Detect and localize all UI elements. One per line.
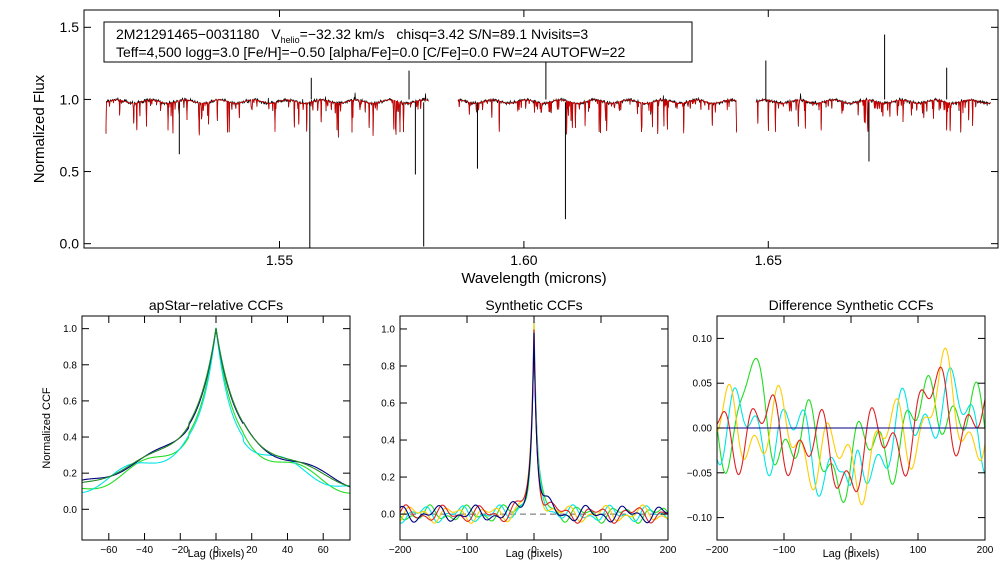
spectrum-xlabel: Wavelength (microns) (461, 270, 606, 287)
synthetic-ccf-title: Synthetic CCFs (485, 297, 582, 313)
apstar-ccf-title: apStar−relative CCFs (149, 297, 283, 313)
ytick-label: −0.10 (687, 513, 713, 524)
ytick-label: 0.2 (63, 469, 77, 480)
observed-spectrum-segment (755, 93, 991, 133)
model-spectrum-segment (457, 99, 737, 135)
apstar-ccf-panel: apStar−relative CCFs −60 −40 −20 0 20 40 60 0.0… (41, 297, 351, 560)
ytick-label: 0.5 (60, 163, 80, 179)
xtick-label: 100 (910, 545, 927, 556)
synthetic-ccf-xlabel: Lag (pixels) (506, 548, 563, 560)
xtick-label: 0 (531, 545, 537, 556)
ytick-label: 0.0 (63, 505, 77, 516)
difference-ccf-series-group (716, 347, 986, 506)
xtick-label: 100 (593, 545, 610, 556)
ytick-label: −0.05 (687, 468, 713, 479)
annotation-line-1: 2M21291465−0031180 Vhelio=−32.32 km/s ch… (116, 26, 588, 45)
xtick-label: −40 (136, 545, 153, 556)
ccf-series-combined (399, 332, 669, 524)
ytick-label: 0.0 (60, 236, 80, 252)
xtick-label: 60 (318, 545, 330, 556)
synthetic-ccf-frame (399, 315, 669, 541)
apstar-ccf-series-group (81, 327, 351, 494)
model-spectrum-segment (105, 99, 429, 136)
spectrum-annotation-box (103, 21, 693, 63)
apstar-ccf-ylabel: Normalized CCF (41, 387, 53, 469)
xtick-label: 0 (848, 545, 854, 556)
ytick-label: 0.05 (693, 379, 713, 390)
apstar-ccf-ticks: −60 −40 −20 0 20 40 60 0.0 0.2 0.4 0.6 0.8 1.0 (63, 316, 350, 556)
xtick-label: −200 (706, 545, 729, 556)
apstar-ccf-frame (81, 315, 351, 541)
diff-series-visit-1 (716, 357, 986, 504)
difference-ccf-xlabel: Lag (pixels) (823, 548, 880, 560)
annotation-vhelio-value: =−32.32 km/s (300, 26, 385, 42)
annotation-object-id: 2M21291465−0031180 (116, 26, 260, 42)
xtick-label: −200 (389, 545, 412, 556)
difference-ccf-frame (716, 315, 986, 541)
annotation-line-2: Teff=4,500 logg=3.0 [Fe/H]=−0.50 [alpha/… (116, 44, 625, 60)
ytick-label: 0.8 (63, 360, 77, 371)
spectrum-ylabel: Normalized Flux (31, 74, 48, 183)
xtick-label: 0 (213, 545, 219, 556)
ccf-series-visit-3 (81, 328, 351, 488)
xtick-label: 20 (246, 545, 258, 556)
annotation-vhelio-subscript: helio (281, 35, 300, 45)
xtick-label: 1.65 (755, 252, 782, 268)
annotation-vhelio-symbol: V (271, 26, 281, 42)
spectrum-frame (83, 9, 999, 249)
ccf-series-combined (81, 328, 351, 488)
synthetic-ccf-ticks: −200 −100 0 100 200 0.0 0.2 0.4 0.6 0.8 1.0 (381, 316, 677, 556)
xtick-label: 200 (977, 545, 994, 556)
diff-series-visit-4 (716, 366, 986, 493)
ytick-label: 0.4 (381, 436, 395, 447)
xtick-label: 200 (660, 545, 677, 556)
ytick-label: 0.00 (693, 424, 713, 435)
xtick-label: −20 (172, 545, 189, 556)
ytick-label: 0.4 (63, 433, 77, 444)
ytick-label: 0.0 (381, 510, 395, 521)
synthetic-ccf-series-group (399, 321, 669, 524)
xtick-label: −60 (100, 545, 117, 556)
ytick-label: 1.5 (60, 19, 80, 35)
xtick-label: 1.60 (510, 252, 537, 268)
diff-series-visit-2 (716, 367, 986, 497)
spectrum-ticks: 1.55 1.60 1.65 0.0 0.5 1.0 1.5 (60, 10, 998, 268)
synthetic-ccf-panel: Synthetic CCFs −200 −100 0 100 200 0.0 0.2 0.4 0… (381, 297, 677, 560)
xtick-label: −100 (456, 545, 479, 556)
ccf-series-visit-2 (81, 327, 351, 494)
annotation-fit-stats: chisq=3.42 S/N=89.1 Nvisits=3 (396, 26, 588, 42)
ccf-series-visit-1 (81, 327, 351, 494)
observed-spectrum-segment (105, 92, 429, 138)
ytick-label: 1.0 (381, 324, 395, 335)
model-spectrum-segment (755, 99, 991, 133)
spectrum-series-group (105, 34, 991, 248)
ytick-label: 0.6 (63, 396, 77, 407)
xtick-label: −100 (773, 545, 796, 556)
ccf-series-visit-4 (399, 329, 669, 524)
xtick-label: 40 (282, 545, 294, 556)
ytick-label: 0.6 (381, 399, 395, 410)
difference-ccf-title: Difference Synthetic CCFs (769, 297, 934, 313)
difference-ccf-panel: Difference Synthetic CCFs −200 −100 0 100 20… (687, 297, 994, 560)
ytick-label: 1.0 (63, 324, 77, 335)
ytick-label: 0.10 (693, 334, 713, 345)
difference-ccf-ticks: −200 −100 0 100 200 −0.10 −0.05 0.00 0.05 0.10 (687, 316, 994, 556)
ytick-label: 0.8 (381, 361, 395, 372)
ytick-label: 1.0 (60, 91, 80, 107)
xtick-label: 1.55 (266, 252, 293, 268)
ytick-label: 0.2 (381, 473, 395, 484)
apstar-ccf-xlabel: Lag (pixels) (188, 548, 245, 560)
spectrum-panel: 1.55 1.60 1.65 0.0 0.5 1.0 1.5 Normalized Flux… (31, 9, 999, 287)
